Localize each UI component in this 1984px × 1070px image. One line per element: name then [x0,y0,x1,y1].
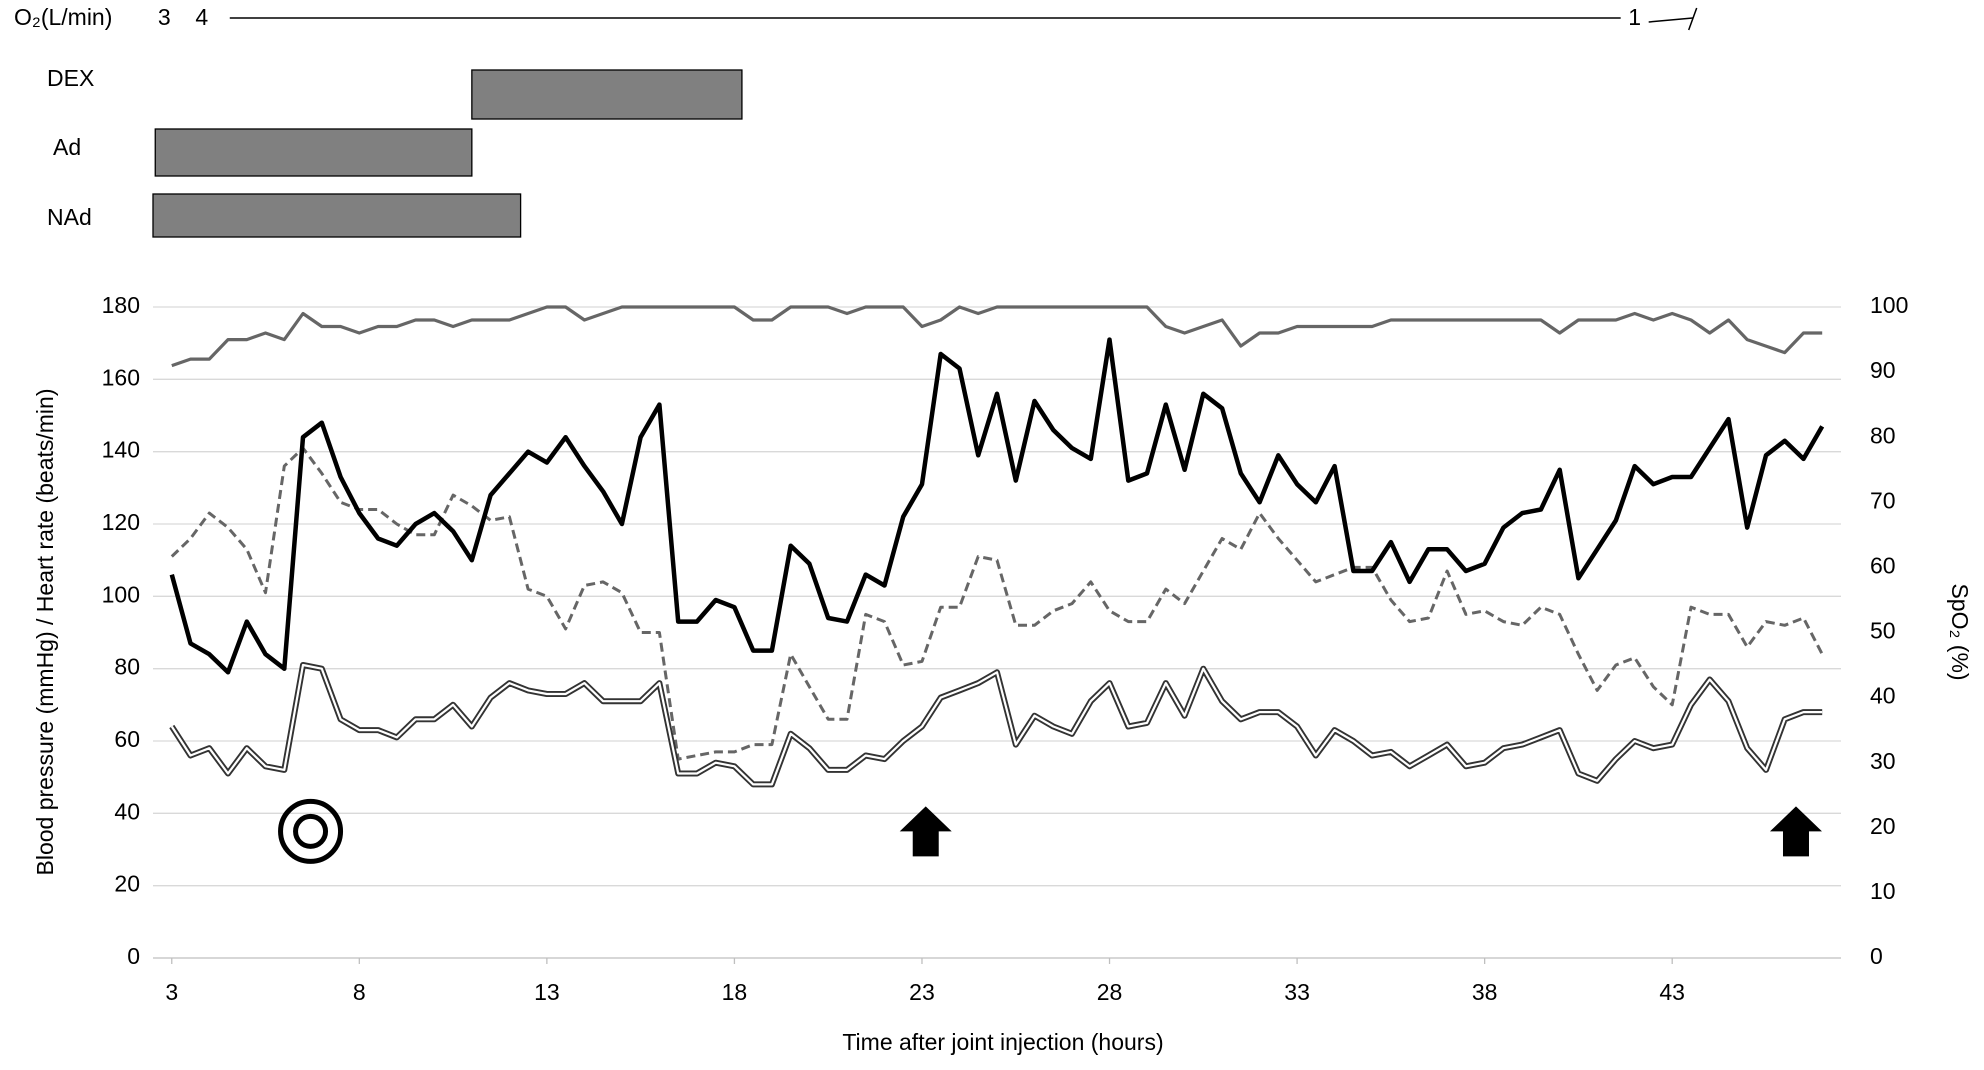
y-tick-label: 140 [102,437,140,463]
drug-label: DEX [47,65,94,91]
x-tick-label: 23 [909,979,935,1005]
x-tick-label: 18 [722,979,748,1005]
o2-tail [1648,17,1693,23]
x-tick-label: 8 [353,979,366,1005]
x-tick-label: 28 [1097,979,1123,1005]
y-tick-label: 80 [114,654,140,680]
y2-tick-label: 70 [1870,487,1896,513]
series-line-inner [170,663,1823,786]
series-line [169,337,1825,675]
o2-stop [1687,7,1698,31]
o2-dose-label: 3 [158,4,171,30]
y2-axis-title: SpO₂ (%) [1947,583,1973,680]
y-tick-label: 120 [102,509,140,535]
x-tick-label: 33 [1284,979,1310,1005]
y-tick-label: 160 [102,364,140,390]
y-tick-label: 60 [114,726,140,752]
y2-tick-label: 30 [1870,748,1896,774]
y-tick-label: 20 [114,871,140,897]
x-tick-label: 3 [165,979,178,1005]
x-axis-title: Time after joint injection (hours) [842,1029,1163,1055]
x-tick-label: 13 [534,979,560,1005]
y-tick-label: 180 [102,292,140,318]
y-axis-title: Blood pressure (mmHg) / Heart rate (beat… [32,389,58,876]
y2-tick-label: 50 [1870,618,1896,644]
o2-dose-label: 1 [1628,4,1641,30]
y2-tick-label: 100 [1870,292,1908,318]
series-line [170,446,1824,761]
series-line [171,305,1823,368]
marker-arrow [899,806,952,857]
marker-outer [278,798,344,864]
o2-label: O₂(L/min) [14,4,112,30]
marker-arrow [1769,806,1822,857]
y2-tick-label: 40 [1870,683,1896,709]
y-tick-label: 40 [114,798,140,824]
y2-tick-label: 90 [1870,357,1896,383]
y-tick-label: 0 [127,943,140,969]
drug-bar [471,69,743,120]
x-tick-label: 43 [1659,979,1685,1005]
drug-label: NAd [47,204,92,230]
o2-dose-label: 4 [195,4,208,30]
y2-tick-label: 80 [1870,422,1896,448]
drug-bar [152,193,522,238]
y2-tick-label: 60 [1870,552,1896,578]
x-tick-label: 38 [1472,979,1498,1005]
drug-label: Ad [53,134,81,160]
y2-tick-label: 10 [1870,878,1896,904]
marker-inner [293,813,329,849]
y2-tick-label: 20 [1870,813,1896,839]
y-tick-label: 100 [102,581,140,607]
y2-tick-label: 0 [1870,943,1883,969]
drug-bar [154,128,473,177]
